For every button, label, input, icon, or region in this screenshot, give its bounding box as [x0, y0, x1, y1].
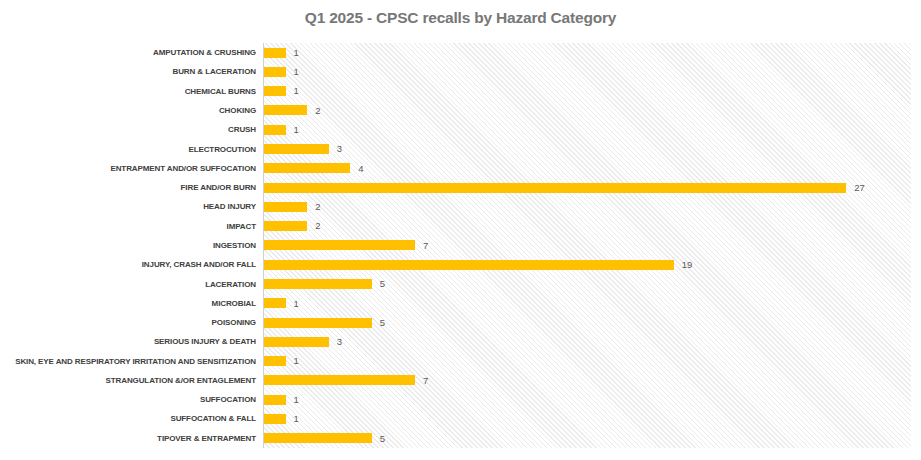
bar [264, 260, 674, 270]
plot-area: 11121342722719515317115 [263, 43, 911, 448]
value-label: 5 [380, 318, 385, 328]
category-label: INJURY, CRASH AND/OR FALL [0, 255, 263, 274]
category-label: SERIOUS INJURY & DEATH [0, 332, 263, 351]
bar [264, 240, 415, 250]
value-label: 1 [294, 356, 299, 366]
value-label: 27 [854, 183, 865, 193]
bar [264, 48, 286, 58]
value-label: 1 [294, 299, 299, 309]
category-label: SUFFOCATION [0, 390, 263, 409]
bar-track: 1 [264, 43, 911, 62]
bar-track: 1 [264, 62, 911, 81]
bar-track: 1 [264, 294, 911, 313]
bar-track: 27 [264, 178, 911, 197]
category-label: SKIN, EYE AND RESPIRATORY IRRITATION AND… [0, 352, 263, 371]
bar [264, 202, 307, 212]
category-label: BURN & LACERATION [0, 62, 263, 81]
category-label: LACERATION [0, 274, 263, 293]
value-label: 19 [682, 260, 693, 270]
bar-track: 1 [264, 409, 911, 428]
bar-track: 4 [264, 159, 911, 178]
bar-track: 1 [264, 120, 911, 139]
chart-title: Q1 2025 - CPSC recalls by Hazard Categor… [0, 9, 921, 27]
bar-track: 5 [264, 429, 911, 448]
labels-column: AMPUTATION & CRUSHINGBURN & LACERATIONCH… [0, 43, 263, 448]
category-label: FIRE AND/OR BURN [0, 178, 263, 197]
bar-track: 1 [264, 82, 911, 101]
category-label: INGESTION [0, 236, 263, 255]
bar [264, 337, 329, 347]
bar [264, 375, 415, 385]
category-label: CHEMICAL BURNS [0, 82, 263, 101]
category-label: CHOKING [0, 101, 263, 120]
bar [264, 356, 286, 366]
bar-track: 7 [264, 371, 911, 390]
bar [264, 183, 846, 193]
bar [264, 298, 286, 308]
value-label: 1 [294, 86, 299, 96]
bar [264, 144, 329, 154]
bar [264, 105, 307, 115]
bar-track: 3 [264, 139, 911, 158]
value-label: 1 [294, 414, 299, 424]
bar-track: 2 [264, 197, 911, 216]
value-label: 5 [380, 434, 385, 444]
category-label: TIPOVER & ENTRAPMENT [0, 429, 263, 448]
value-label: 7 [423, 376, 428, 386]
bar [264, 433, 372, 443]
category-label: MICROBIAL [0, 294, 263, 313]
category-label: CRUSH [0, 120, 263, 139]
value-label: 1 [294, 125, 299, 135]
bar-chart: Q1 2025 - CPSC recalls by Hazard Categor… [0, 0, 921, 460]
value-label: 1 [294, 67, 299, 77]
bar-track: 2 [264, 101, 911, 120]
category-label: HEAD INJURY [0, 197, 263, 216]
chart-body: AMPUTATION & CRUSHINGBURN & LACERATIONCH… [0, 43, 911, 448]
bar-track: 5 [264, 274, 911, 293]
value-label: 1 [294, 48, 299, 58]
category-label: SUFFOCATION & FALL [0, 409, 263, 428]
bar-track: 19 [264, 255, 911, 274]
bar [264, 221, 307, 231]
bar-track: 2 [264, 217, 911, 236]
value-label: 3 [337, 337, 342, 347]
value-label: 3 [337, 144, 342, 154]
bar-track: 1 [264, 390, 911, 409]
category-label: STRANGULATION &/OR ENTAGLEMENT [0, 371, 263, 390]
bar [264, 163, 350, 173]
bar [264, 414, 286, 424]
bar [264, 67, 286, 77]
category-label: ELECTROCUTION [0, 139, 263, 158]
bar-track: 3 [264, 332, 911, 351]
value-label: 2 [315, 106, 320, 116]
bar-track: 7 [264, 236, 911, 255]
value-label: 2 [315, 202, 320, 212]
bar [264, 395, 286, 405]
bar-track: 1 [264, 352, 911, 371]
value-label: 5 [380, 279, 385, 289]
value-label: 1 [294, 395, 299, 405]
bar [264, 125, 286, 135]
bar [264, 86, 286, 96]
bar [264, 279, 372, 289]
category-label: ENTRAPMENT AND/OR SUFFOCATION [0, 159, 263, 178]
bar [264, 318, 372, 328]
value-label: 4 [358, 164, 363, 174]
category-label: POISONING [0, 313, 263, 332]
category-label: AMPUTATION & CRUSHING [0, 43, 263, 62]
value-label: 2 [315, 221, 320, 231]
value-label: 7 [423, 241, 428, 251]
category-label: IMPACT [0, 217, 263, 236]
bar-track: 5 [264, 313, 911, 332]
